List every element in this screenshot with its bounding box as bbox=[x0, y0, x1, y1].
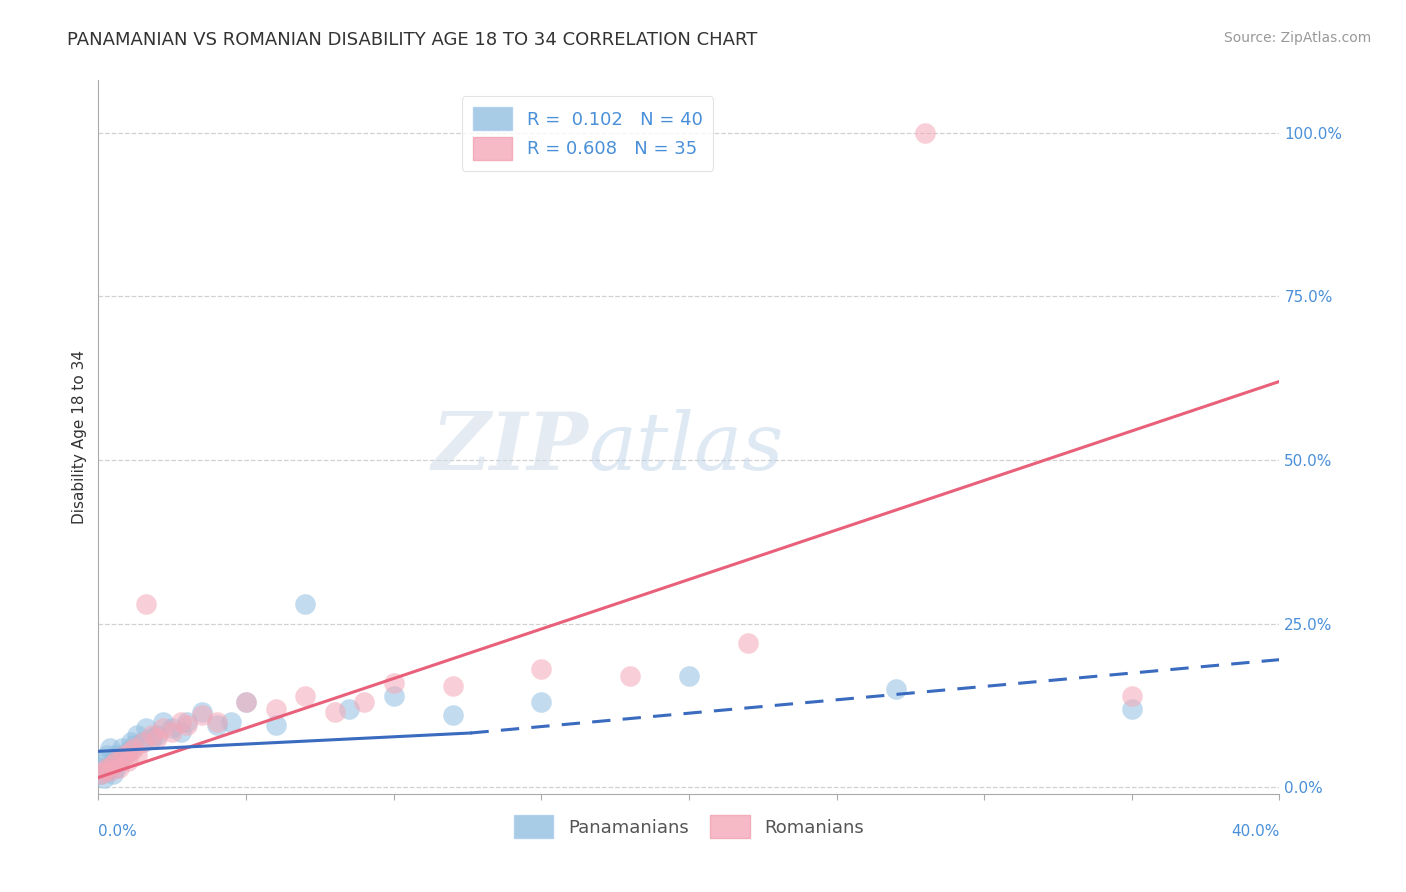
Point bbox=[221, 714, 243, 729]
Legend: Panamanians, Romanians: Panamanians, Romanians bbox=[506, 808, 872, 846]
Point bbox=[264, 718, 287, 732]
Point bbox=[146, 731, 169, 746]
Point bbox=[235, 695, 257, 709]
Point bbox=[90, 767, 112, 781]
Point bbox=[914, 126, 936, 140]
Point bbox=[141, 728, 163, 742]
Point bbox=[103, 757, 125, 772]
Point bbox=[132, 734, 155, 748]
Point bbox=[441, 708, 464, 723]
Point bbox=[108, 754, 131, 768]
Point bbox=[103, 754, 125, 768]
Point bbox=[96, 764, 118, 778]
Point bbox=[114, 747, 136, 762]
Point bbox=[191, 705, 214, 719]
Point bbox=[111, 751, 134, 765]
Point bbox=[117, 744, 139, 758]
Point bbox=[122, 738, 145, 752]
Point bbox=[205, 718, 228, 732]
Point bbox=[135, 597, 157, 611]
Point bbox=[93, 754, 115, 768]
Point bbox=[1121, 702, 1143, 716]
Point bbox=[441, 679, 464, 693]
Point bbox=[146, 728, 169, 742]
Text: Source: ZipAtlas.com: Source: ZipAtlas.com bbox=[1223, 31, 1371, 45]
Point bbox=[132, 734, 155, 748]
Point bbox=[353, 695, 375, 709]
Point bbox=[105, 761, 128, 775]
Text: 0.0%: 0.0% bbox=[98, 823, 138, 838]
Point bbox=[120, 734, 142, 748]
Point bbox=[170, 724, 193, 739]
Point bbox=[114, 747, 136, 762]
Y-axis label: Disability Age 18 to 34: Disability Age 18 to 34 bbox=[72, 350, 87, 524]
Text: atlas: atlas bbox=[589, 409, 785, 486]
Point bbox=[152, 714, 174, 729]
Point bbox=[884, 682, 907, 697]
Point bbox=[105, 747, 128, 762]
Point bbox=[191, 708, 214, 723]
Point bbox=[90, 767, 112, 781]
Point bbox=[90, 761, 112, 775]
Point bbox=[1121, 689, 1143, 703]
Point bbox=[205, 714, 228, 729]
Point bbox=[382, 675, 405, 690]
Point bbox=[162, 724, 183, 739]
Point bbox=[98, 761, 121, 775]
Point bbox=[93, 764, 115, 778]
Point bbox=[294, 689, 316, 703]
Point bbox=[235, 695, 257, 709]
Point bbox=[382, 689, 405, 703]
Point bbox=[120, 744, 142, 758]
Point bbox=[294, 597, 316, 611]
Point bbox=[111, 741, 134, 756]
Point bbox=[96, 761, 118, 775]
Point bbox=[93, 771, 115, 785]
Point bbox=[135, 722, 157, 736]
Point bbox=[98, 741, 121, 756]
Text: PANAMANIAN VS ROMANIAN DISABILITY AGE 18 TO 34 CORRELATION CHART: PANAMANIAN VS ROMANIAN DISABILITY AGE 18… bbox=[67, 31, 758, 49]
Point bbox=[339, 702, 361, 716]
Point bbox=[176, 714, 198, 729]
Point bbox=[96, 747, 118, 762]
Point bbox=[105, 754, 128, 768]
Point bbox=[678, 669, 700, 683]
Point bbox=[152, 722, 174, 736]
Point bbox=[176, 718, 198, 732]
Text: 40.0%: 40.0% bbox=[1232, 823, 1279, 838]
Text: ZIP: ZIP bbox=[432, 409, 589, 486]
Point bbox=[125, 747, 148, 762]
Point bbox=[619, 669, 641, 683]
Point bbox=[103, 767, 125, 781]
Point bbox=[117, 754, 139, 768]
Point bbox=[98, 764, 121, 778]
Point bbox=[323, 705, 346, 719]
Point bbox=[530, 695, 553, 709]
Point bbox=[108, 761, 131, 775]
Point bbox=[122, 741, 145, 756]
Point bbox=[530, 663, 553, 677]
Point bbox=[125, 728, 148, 742]
Point bbox=[141, 731, 163, 746]
Point bbox=[264, 702, 287, 716]
Point bbox=[737, 636, 759, 650]
Point bbox=[170, 714, 193, 729]
Point bbox=[162, 722, 183, 736]
